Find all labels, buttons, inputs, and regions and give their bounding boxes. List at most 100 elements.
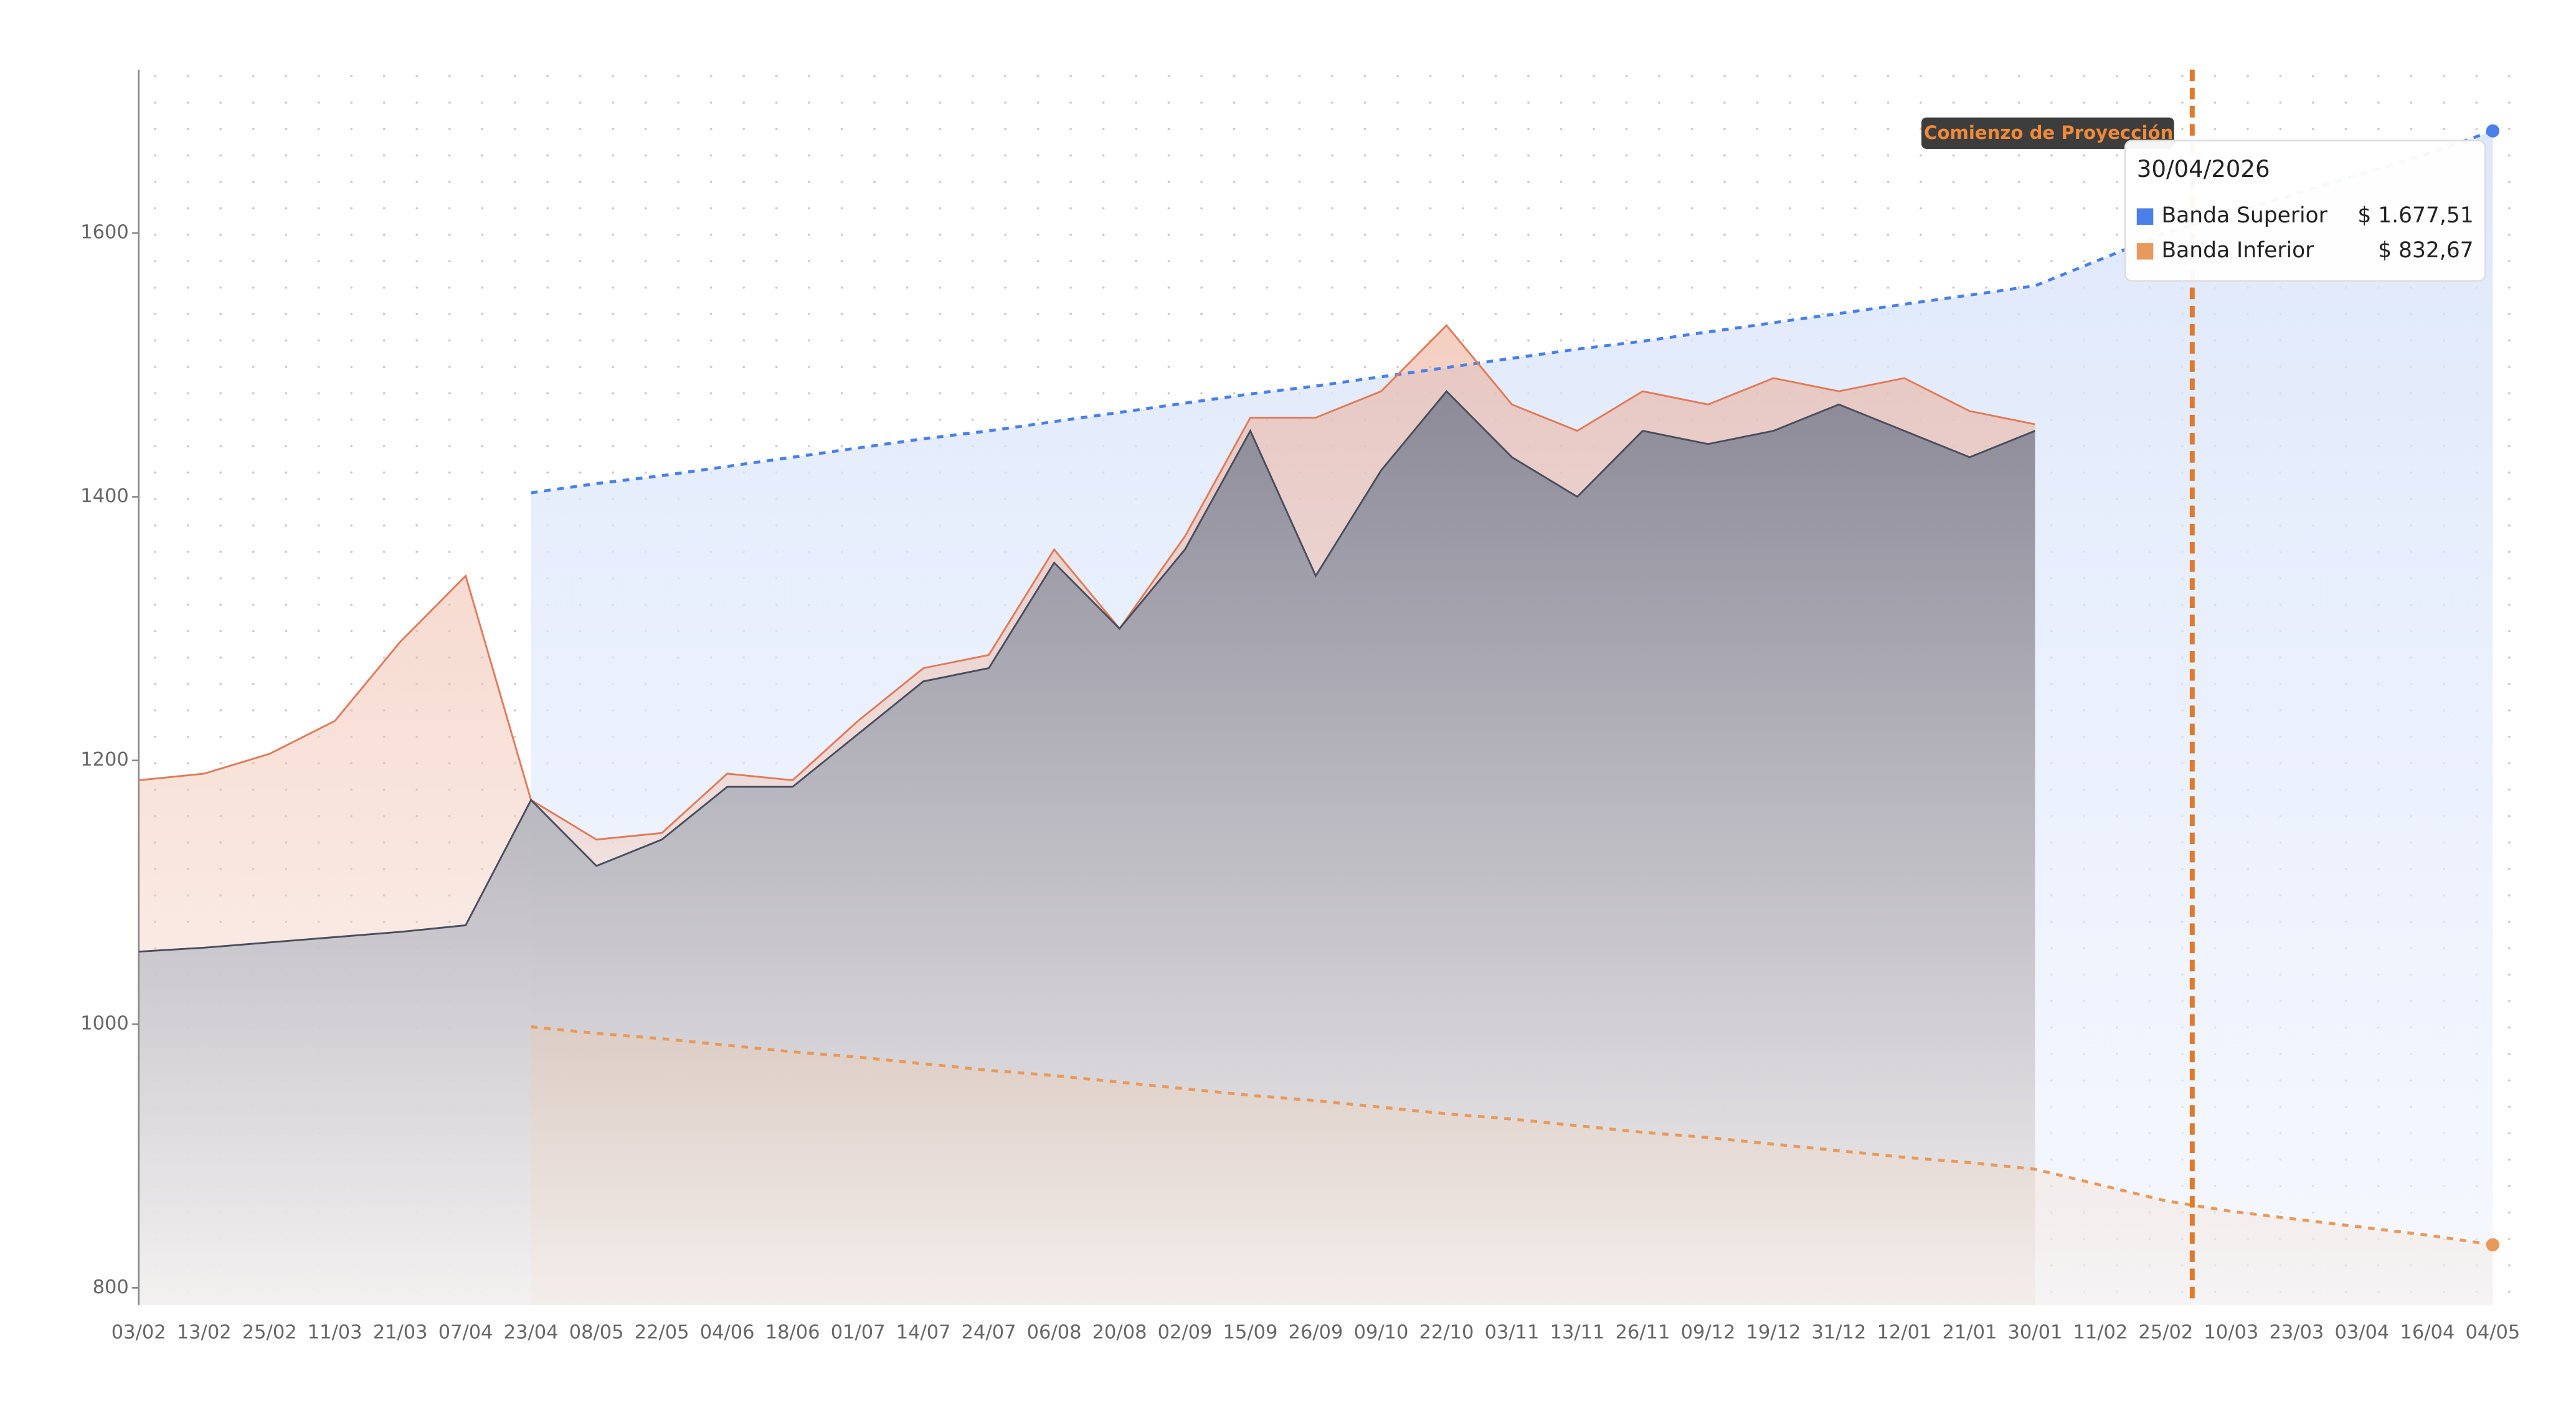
grid-dot xyxy=(448,498,451,500)
x-tick-label: 07/04 xyxy=(438,1321,493,1343)
grid-dot xyxy=(971,75,974,78)
tooltip-swatch xyxy=(2136,208,2154,225)
grid-dot xyxy=(1069,75,1072,78)
grid-dot xyxy=(1560,207,1563,210)
grid-dot xyxy=(1658,128,1660,131)
grid-dot xyxy=(1135,286,1137,289)
grid-dot xyxy=(1462,181,1464,183)
grid-dot xyxy=(1560,101,1563,104)
grid-dot xyxy=(971,233,974,236)
grid-dot xyxy=(775,313,778,315)
grid-dot xyxy=(382,418,386,421)
grid-dot xyxy=(2508,920,2511,923)
tooltip-value: $ 1.677,51 xyxy=(2357,203,2473,228)
grid-dot xyxy=(1167,75,1170,78)
grid-dot xyxy=(677,313,680,315)
grid-dot xyxy=(579,207,582,210)
x-tick-label: 26/11 xyxy=(1616,1321,1670,1343)
grid-dot xyxy=(1233,313,1236,315)
grid-dot xyxy=(1298,286,1301,289)
grid-dot xyxy=(1527,233,1530,236)
grid-dot xyxy=(481,207,484,210)
grid-dot xyxy=(448,366,451,368)
grid-dot xyxy=(154,603,157,606)
grid-dot xyxy=(219,551,222,553)
grid-dot xyxy=(2116,154,2118,157)
grid-dot xyxy=(2508,815,2511,817)
grid-dot xyxy=(906,181,909,183)
grid-dot xyxy=(775,366,778,368)
grid-dot xyxy=(1494,339,1497,342)
grid-dot xyxy=(808,392,810,395)
grid-dot xyxy=(285,75,288,78)
grid-dot xyxy=(1396,128,1399,131)
grid-dot xyxy=(873,154,876,157)
grid-dot xyxy=(448,154,451,157)
grid-dot xyxy=(481,392,484,395)
grid-dot xyxy=(513,101,516,104)
grid-dot xyxy=(2247,128,2249,131)
grid-dot xyxy=(2377,75,2380,78)
grid-dot xyxy=(1952,75,1955,78)
grid-dot xyxy=(612,260,615,263)
grid-dot xyxy=(579,366,582,368)
grid-dot xyxy=(873,181,876,183)
grid-dot xyxy=(154,286,157,289)
grid-dot xyxy=(219,286,222,289)
grid-dot xyxy=(252,524,255,527)
grid-dot xyxy=(2312,101,2314,104)
grid-dot xyxy=(1462,286,1464,289)
grid-dot xyxy=(2508,313,2511,315)
grid-dot xyxy=(1527,75,1530,78)
grid-dot xyxy=(481,498,484,500)
grid-dot xyxy=(252,101,255,104)
grid-dot xyxy=(513,366,516,368)
grid-dot xyxy=(1494,128,1497,131)
grid-dot xyxy=(808,75,810,78)
grid-dot xyxy=(1756,286,1759,289)
y-tick-label: 800 xyxy=(93,1276,129,1298)
grid-dot xyxy=(2508,1290,2511,1293)
grid-dot xyxy=(840,75,843,78)
grid-dot xyxy=(677,101,680,104)
grid-dot xyxy=(775,181,778,183)
grid-dot xyxy=(1560,313,1563,315)
grid-dot xyxy=(382,603,386,606)
grid-dot xyxy=(1625,154,1628,157)
grid-dot xyxy=(285,101,288,104)
grid-dot xyxy=(1756,181,1759,183)
grid-dot xyxy=(1233,366,1236,368)
grid-dot xyxy=(1069,207,1072,210)
grid-dot xyxy=(1723,101,1726,104)
x-tick-label: 02/09 xyxy=(1158,1321,1213,1343)
grid-dot xyxy=(415,313,419,315)
grid-dot xyxy=(1135,181,1137,183)
grid-dot xyxy=(186,260,189,263)
grid-dot xyxy=(186,683,189,685)
grid-dot xyxy=(186,524,189,527)
grid-dot xyxy=(1985,75,1987,78)
grid-dot xyxy=(808,339,810,342)
grid-dot xyxy=(252,603,255,606)
grid-dot xyxy=(1494,233,1497,236)
grid-dot xyxy=(2508,841,2511,844)
grid-dot xyxy=(1723,233,1726,236)
grid-dot xyxy=(939,392,941,395)
grid-dot xyxy=(1102,154,1105,157)
grid-dot xyxy=(1494,101,1497,104)
grid-dot xyxy=(1527,207,1530,210)
grid-dot xyxy=(317,101,320,104)
grid-dot xyxy=(1658,101,1660,104)
grid-dot xyxy=(579,181,582,183)
grid-dot xyxy=(1233,233,1236,236)
grid-dot xyxy=(1625,207,1628,210)
grid-dot xyxy=(252,630,255,633)
grid-dot xyxy=(775,233,778,236)
grid-dot xyxy=(1004,128,1006,131)
grid-dot xyxy=(1102,128,1105,131)
grid-dot xyxy=(709,260,713,263)
grid-dot xyxy=(1266,75,1268,78)
grid-dot xyxy=(154,471,157,474)
